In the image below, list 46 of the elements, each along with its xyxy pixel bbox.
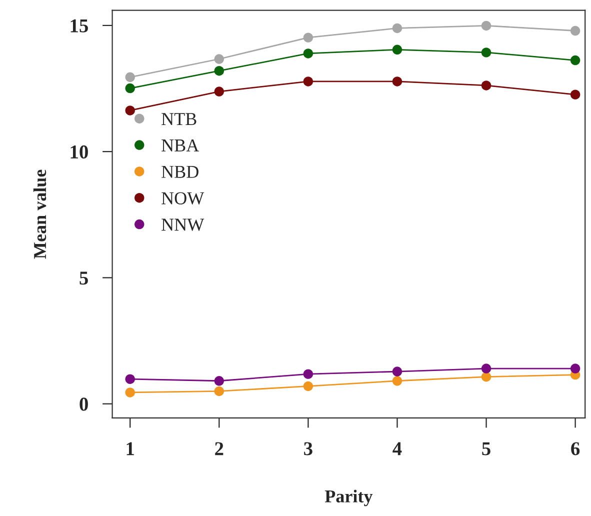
x-tick-label: 3 bbox=[304, 442, 312, 456]
x-tick-label: 5 bbox=[482, 442, 490, 456]
legend-label: NOW bbox=[162, 192, 204, 204]
legend-label: NTB bbox=[162, 113, 196, 125]
y-tick-label: 15 bbox=[70, 19, 88, 32]
x-tick-label: 2 bbox=[215, 442, 224, 456]
point bbox=[570, 26, 580, 36]
point bbox=[303, 381, 314, 392]
y-tick-label: 0 bbox=[80, 398, 88, 411]
point bbox=[214, 54, 224, 64]
point bbox=[125, 388, 135, 398]
x-tick-label: 6 bbox=[571, 442, 580, 456]
point bbox=[214, 386, 224, 396]
legend-label: NBD bbox=[162, 166, 198, 178]
point bbox=[303, 369, 314, 379]
point bbox=[125, 374, 135, 384]
point bbox=[125, 83, 135, 94]
point bbox=[392, 23, 402, 34]
point bbox=[481, 20, 492, 31]
point bbox=[392, 366, 402, 376]
y-axis-title: Mean value bbox=[33, 170, 46, 259]
point bbox=[481, 48, 492, 58]
x-axis-title: Parity bbox=[324, 490, 373, 506]
x-tick-label: 1 bbox=[126, 442, 134, 456]
point bbox=[214, 376, 224, 386]
point bbox=[570, 55, 580, 66]
point bbox=[392, 376, 402, 386]
point bbox=[392, 44, 402, 55]
point bbox=[481, 372, 492, 382]
point bbox=[125, 106, 135, 116]
point bbox=[303, 48, 314, 58]
point bbox=[481, 80, 492, 90]
legend-label: NBA bbox=[162, 139, 200, 152]
point bbox=[214, 86, 224, 96]
y-tick-label: 5 bbox=[80, 272, 88, 285]
y-tick-label: 10 bbox=[70, 145, 88, 159]
point bbox=[481, 364, 492, 374]
point bbox=[303, 76, 314, 86]
point bbox=[570, 90, 580, 100]
x-tick-label: 4 bbox=[392, 442, 402, 456]
point bbox=[125, 72, 135, 82]
legend-label: NNW bbox=[162, 218, 204, 231]
point bbox=[303, 32, 314, 42]
point bbox=[570, 364, 580, 374]
point bbox=[214, 66, 224, 76]
point bbox=[392, 76, 402, 86]
